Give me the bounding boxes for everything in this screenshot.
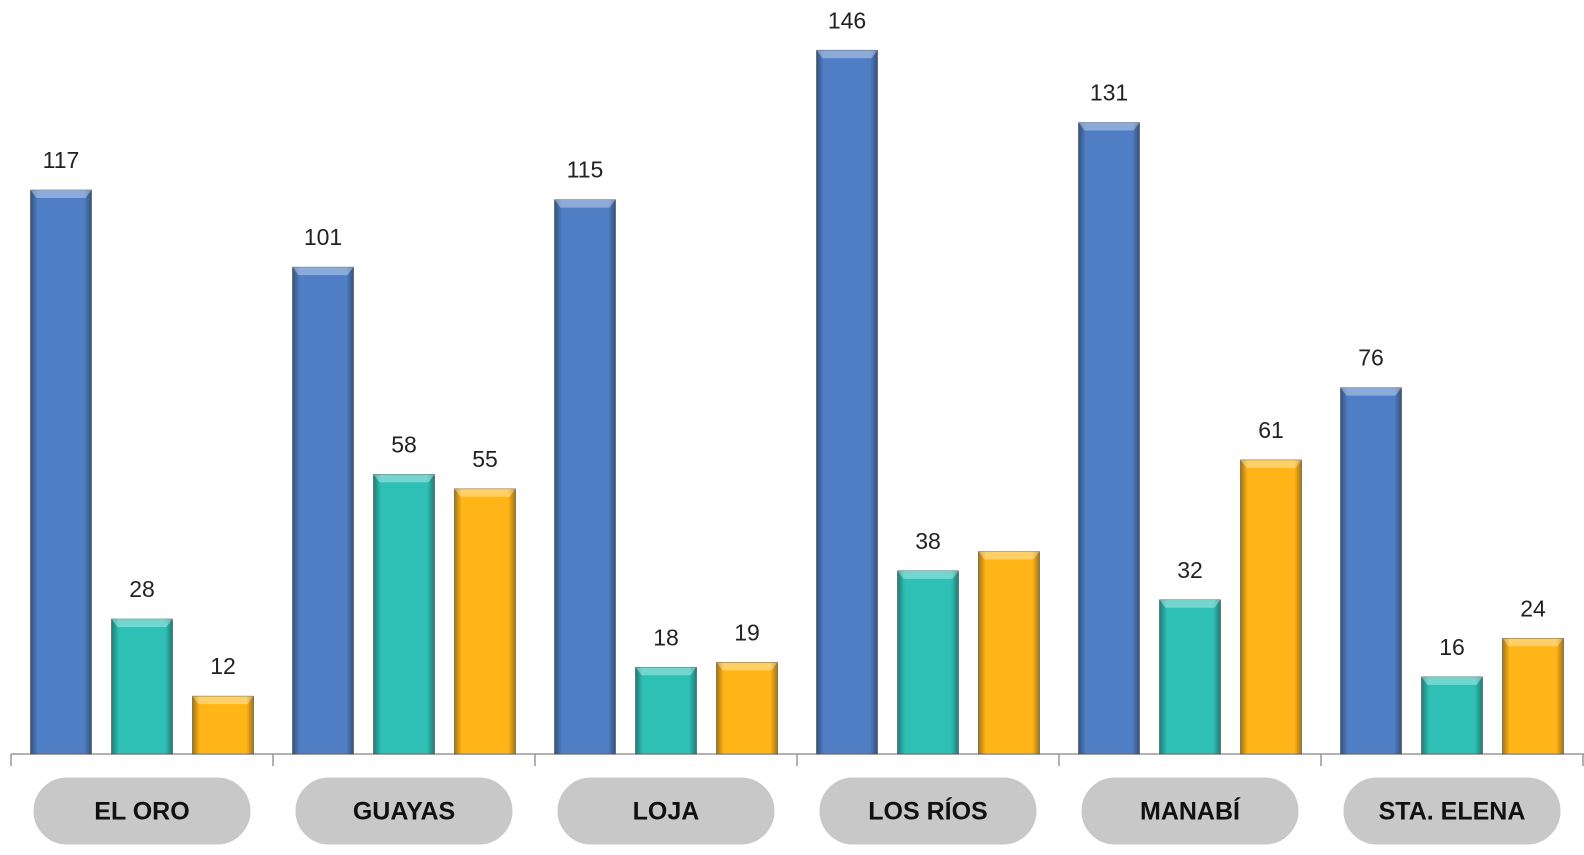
bar-cap — [454, 488, 516, 497]
x-tick-label: STA. ELENA — [1379, 798, 1526, 826]
x-tick-label: LOS RÍOS — [868, 797, 987, 826]
bar-cap — [1159, 599, 1221, 608]
bar-shade — [292, 267, 354, 754]
bar-cap — [816, 50, 878, 59]
category-pill — [26, 770, 258, 852]
bar-shade — [635, 667, 697, 754]
bar-shade — [716, 662, 778, 754]
bar-shade — [1421, 676, 1483, 754]
value-label: 101 — [304, 224, 342, 250]
bar-shade — [1340, 387, 1402, 754]
bar-cap — [978, 551, 1040, 560]
bar-cap — [1340, 387, 1402, 396]
bar-cap — [292, 267, 354, 276]
bar-cap — [554, 199, 616, 208]
value-label: 115 — [567, 157, 604, 183]
bar-cap — [192, 696, 254, 705]
bar-shade — [373, 474, 435, 754]
bar-shade — [30, 190, 92, 754]
bar-shade — [816, 50, 878, 754]
value-label: 131 — [1090, 80, 1128, 106]
value-label: 12 — [210, 653, 236, 679]
bar-cap — [716, 662, 778, 671]
bar-cap — [111, 619, 173, 628]
value-label: 16 — [1439, 634, 1465, 660]
bar-cap — [897, 570, 959, 579]
value-label: 19 — [734, 619, 760, 645]
bar-shade — [1078, 122, 1140, 754]
value-label: 146 — [828, 7, 866, 33]
value-label: 58 — [391, 431, 417, 457]
bar-shade — [897, 570, 959, 754]
x-tick-label: MANABÍ — [1140, 797, 1241, 826]
category-pill — [812, 770, 1044, 852]
value-label: 76 — [1358, 345, 1384, 371]
value-label: 61 — [1258, 417, 1284, 443]
value-label: 55 — [472, 446, 498, 472]
category-pill — [1074, 770, 1306, 852]
bar-cap — [1421, 676, 1483, 685]
value-label: 24 — [1520, 595, 1546, 621]
bar-shade — [978, 551, 1040, 754]
bar-shade — [192, 696, 254, 754]
bar-shade — [554, 199, 616, 755]
bar-shade — [111, 619, 173, 754]
bar-shade — [454, 488, 516, 754]
bar-shade — [1502, 638, 1564, 754]
x-tick-label: LOJA — [633, 798, 700, 826]
bar-shade — [1159, 599, 1221, 754]
bar-cap — [1240, 459, 1302, 468]
value-label: 32 — [1177, 557, 1203, 583]
bar-cap — [30, 190, 92, 198]
bar-cap — [635, 667, 697, 676]
bar-cap — [1502, 638, 1564, 647]
category-pill — [288, 770, 520, 852]
value-label: 18 — [653, 624, 679, 650]
category-pill — [1336, 770, 1568, 852]
value-label: 117 — [43, 147, 80, 173]
x-tick-label: EL ORO — [94, 798, 189, 826]
bar-shade — [1240, 459, 1302, 754]
category-pill — [550, 770, 782, 852]
value-label: 38 — [915, 528, 941, 554]
bar-cap — [373, 474, 435, 483]
value-label: 28 — [129, 576, 155, 602]
x-tick-label: GUAYAS — [353, 798, 455, 826]
bar-cap — [1078, 122, 1140, 131]
